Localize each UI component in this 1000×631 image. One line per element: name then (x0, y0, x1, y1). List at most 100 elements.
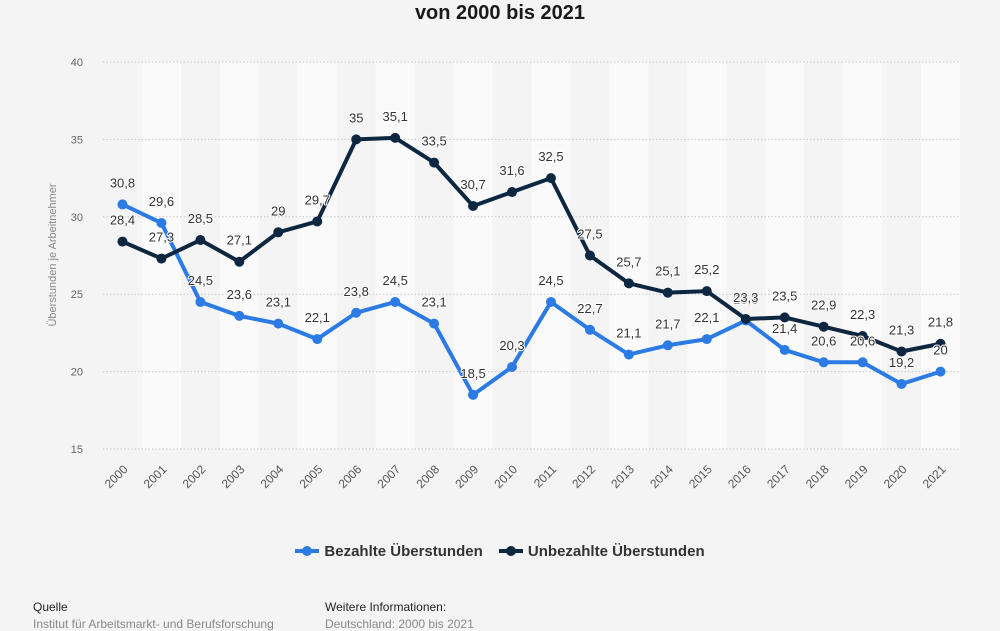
info-heading: Weitere Informationen: (325, 600, 447, 614)
info-block: Weitere Informationen: Deutschland: 2000… (325, 600, 474, 631)
data-label-paid: 23,8 (344, 284, 369, 299)
data-label-paid: 23,3 (733, 292, 758, 307)
data-label-unpaid: 25,7 (616, 254, 641, 269)
series-line-unpaid (121, 135, 941, 354)
x-tick-label: 2013 (608, 462, 637, 491)
x-tick-label: 2010 (491, 462, 520, 491)
source-text[interactable]: Institut für Arbeitsmarkt- und Berufsfor… (33, 617, 274, 631)
data-label-unpaid: 22,3 (850, 307, 875, 322)
data-label-unpaid: 25,2 (694, 262, 719, 277)
data-label-paid: 24,5 (383, 273, 408, 288)
series-lines (121, 135, 942, 397)
background-band (765, 62, 805, 449)
background-bands (141, 62, 960, 449)
data-point-unpaid (117, 236, 128, 247)
x-tick-label: 2018 (803, 462, 832, 491)
data-point-paid (117, 199, 128, 210)
data-label-unpaid: 29 (271, 203, 285, 218)
data-point-paid (156, 217, 167, 228)
data-point-unpaid (468, 200, 479, 211)
legend-item-paid[interactable]: Bezahlte Überstunden (295, 542, 483, 560)
chart-title: von 2000 bis 2021 (414, 2, 586, 24)
source-heading: Quelle (33, 600, 68, 614)
y-axis-label: Überstunden je Arbeitnehmer (47, 183, 59, 326)
data-point-paid (623, 349, 634, 360)
series-points (117, 132, 946, 400)
data-point-unpaid (312, 216, 323, 227)
legend-label-paid: Bezahlte Überstunden (324, 542, 483, 560)
background-band (375, 62, 415, 449)
y-tick-label: 20 (71, 367, 83, 379)
legend-label-unpaid: Unbezahlte Überstunden (527, 542, 705, 560)
data-label-unpaid: 30,7 (460, 177, 485, 192)
x-tick-label: 2017 (764, 462, 793, 491)
y-tick-label: 25 (71, 289, 83, 301)
data-point-paid (935, 366, 946, 377)
data-point-unpaid (935, 338, 946, 349)
data-point-paid (662, 340, 673, 351)
data-label-unpaid: 29,7 (305, 192, 330, 207)
data-label-unpaid: 25,1 (655, 264, 680, 279)
x-tick-label: 2021 (920, 462, 949, 491)
data-label-paid: 20,3 (499, 338, 524, 353)
gridlines (103, 61, 960, 450)
data-point-unpaid (234, 256, 245, 267)
data-label-unpaid: 21,3 (889, 322, 914, 337)
background-band (843, 62, 883, 449)
data-label-paid: 22,1 (694, 310, 719, 325)
legend-item-unpaid[interactable]: Unbezahlte Überstunden (498, 542, 705, 560)
series-line-paid (121, 202, 942, 397)
x-tick-label: 2020 (881, 462, 910, 491)
background-band (531, 62, 571, 449)
data-point-unpaid (740, 313, 751, 324)
x-tick-label: 2016 (725, 462, 754, 491)
x-tick-label: 2012 (569, 462, 598, 491)
data-point-paid (701, 334, 712, 345)
x-tick-label: 2002 (180, 462, 209, 491)
data-label-unpaid: 27,3 (149, 230, 174, 245)
background-band (297, 62, 337, 449)
x-tick-label: 2007 (374, 462, 403, 491)
x-tick-label: 2008 (413, 462, 442, 491)
data-point-paid (468, 389, 479, 400)
data-point-paid (234, 310, 245, 321)
data-point-paid (195, 296, 206, 307)
data-point-paid (779, 344, 790, 355)
data-point-unpaid (584, 250, 595, 261)
x-tick-label: 2019 (842, 462, 871, 491)
data-label-paid: 21,1 (616, 326, 641, 341)
data-label-paid: 21,7 (655, 316, 680, 331)
x-tick-label: 2000 (102, 462, 131, 491)
data-point-paid (857, 357, 868, 368)
data-label-unpaid: 27,1 (227, 233, 252, 248)
y-tick-label: 40 (71, 57, 83, 69)
y-axis-ticks: 15 20 25 30 35 40 (71, 57, 83, 456)
data-label-paid: 23,6 (227, 287, 252, 302)
data-label-paid: 24,5 (188, 273, 213, 288)
data-label-paid: 23,1 (266, 295, 291, 310)
data-point-paid (312, 334, 323, 345)
data-label-paid: 24,5 (538, 273, 563, 288)
data-point-unpaid (156, 253, 167, 264)
legend-swatch-unpaid (498, 546, 523, 556)
background-band (609, 62, 649, 449)
data-label-paid: 22,1 (305, 310, 330, 325)
data-point-paid (429, 318, 440, 329)
data-label-paid: 20 (933, 343, 947, 358)
data-labels: 30,8 29,6 24,5 23,6 23,1 22,1 23,8 24,5 23,1 18,5… (109, 108, 954, 382)
data-label-unpaid: 23,3 (733, 290, 758, 305)
data-point-paid (584, 324, 595, 335)
data-label-unpaid: 28,4 (110, 213, 135, 228)
data-label-unpaid: 35 (349, 110, 363, 125)
info-text: Deutschland: 2000 bis 2021 (325, 617, 474, 631)
data-point-unpaid (545, 173, 556, 184)
legend-swatch-paid (295, 546, 320, 556)
data-label-unpaid: 28,5 (188, 211, 213, 226)
data-point-unpaid (662, 287, 673, 298)
y-tick-label: 15 (71, 444, 83, 456)
data-label-unpaid: 23,5 (772, 288, 797, 303)
data-label-unpaid: 21,8 (928, 315, 953, 330)
data-label-paid: 20,6 (811, 333, 836, 348)
data-point-paid (545, 296, 556, 307)
data-point-unpaid (351, 134, 362, 145)
